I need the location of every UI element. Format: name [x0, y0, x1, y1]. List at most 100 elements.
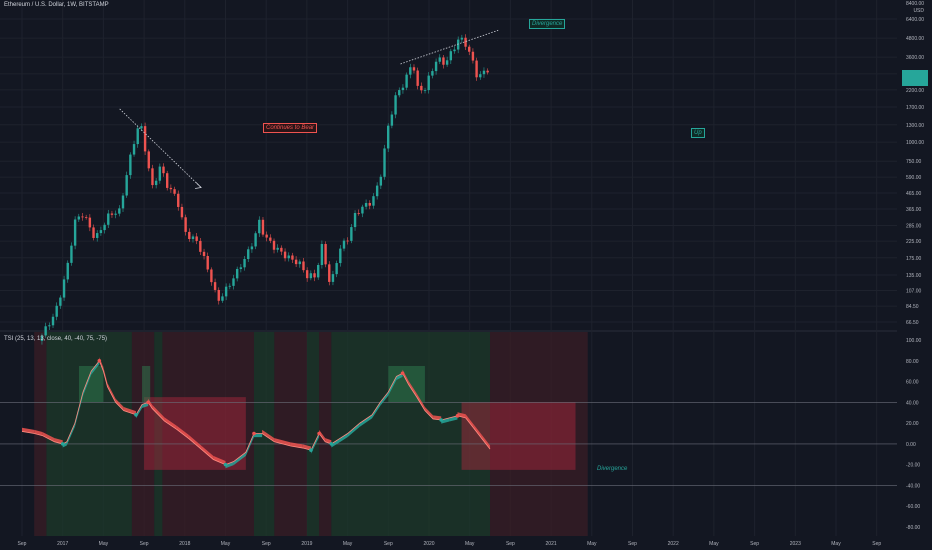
tsi-band-segment: [107, 383, 116, 403]
price-candle: [324, 244, 327, 265]
tsi-band-segment: [372, 402, 381, 419]
tsi-axis-tick: -60.00: [906, 504, 920, 510]
tsi-cross-dot: [455, 414, 460, 418]
price-candle: [162, 166, 165, 174]
tsi-axis-tick: 100.00: [906, 338, 922, 344]
time-axis-tick: Sep: [18, 541, 27, 547]
price-candle: [224, 286, 228, 297]
price-candle: [118, 208, 121, 214]
tsi-bear-box: [144, 397, 246, 470]
tsi-band-segment: [123, 407, 136, 415]
time-axis-tick: 2022: [668, 541, 679, 547]
tsi-line: [21, 359, 491, 466]
tsi-band-segment: [331, 438, 340, 448]
time-axis-tick: Sep: [872, 541, 881, 547]
price-candle: [40, 335, 44, 341]
time-axis-tick: May: [465, 541, 475, 547]
tsi-axis-tick: 40.00: [906, 400, 919, 406]
price-candle: [258, 219, 261, 234]
annotation-continues-to-bear: Continues to Bear: [263, 123, 318, 133]
price-candle: [143, 126, 147, 152]
price-candle: [434, 61, 438, 72]
price-candle: [48, 325, 51, 327]
price-candle: [221, 296, 224, 301]
tsi-cross-dot: [60, 442, 65, 446]
time-axis-tick: May: [221, 541, 231, 547]
price-candle: [151, 168, 154, 186]
tsi-band-segment: [176, 425, 189, 439]
tsi-band-segment: [142, 402, 149, 409]
price-candle: [398, 90, 401, 96]
price-candle: [453, 49, 456, 52]
price-candle: [445, 60, 449, 65]
tsi-zone-bear: [490, 332, 588, 536]
tsi-band-segment: [225, 461, 234, 469]
price-candle: [302, 261, 305, 271]
price-candle: [283, 251, 287, 259]
price-candle: [350, 227, 353, 241]
tsi-axis-tick: -40.00: [906, 483, 920, 489]
price-axis-tick: 66.50: [906, 320, 919, 326]
time-axis-tick: May: [587, 541, 597, 547]
price-candle: [169, 187, 173, 190]
price-candle: [77, 216, 80, 220]
price-candle: [298, 261, 301, 265]
price-candle: [357, 213, 360, 214]
price-candle: [107, 213, 110, 225]
price-candle: [59, 297, 62, 306]
tsi-axis-tick: -20.00: [906, 463, 920, 469]
price-axis-tick: 6400.00: [906, 17, 924, 23]
tsi-band-segment: [201, 445, 214, 460]
tsi-band-segment: [388, 376, 397, 396]
price-candle: [202, 251, 206, 257]
tsi-zone-bear: [274, 332, 307, 536]
price-axis-tick: 590.00: [906, 175, 922, 181]
tsi-bull-box: [388, 365, 425, 403]
tsi-band-segment: [115, 398, 124, 411]
tsi-band-segment: [347, 423, 360, 438]
price-axis-tick: 1300.00: [906, 123, 924, 129]
time-axis-tick: 2023: [790, 541, 801, 547]
price-candle: [331, 274, 335, 282]
price-candle: [412, 67, 416, 71]
price-candle: [409, 67, 412, 75]
price-trendline: [119, 108, 202, 188]
price-candle: [276, 247, 279, 250]
price-candle: [250, 246, 254, 250]
price-candle: [44, 326, 47, 336]
annotation-up: Up: [691, 128, 705, 138]
tsi-band-segment: [339, 433, 348, 443]
price-axis-tick: 135.00: [906, 273, 922, 279]
price-candle: [191, 236, 195, 240]
time-axis-tick: 2021: [546, 541, 557, 547]
tsi-band-segment: [274, 438, 291, 446]
tsi-band-segment: [54, 438, 63, 444]
tsi-band-segment: [91, 360, 100, 375]
price-candle: [265, 234, 268, 238]
tsi-zone-bear: [319, 332, 332, 536]
tsi-cross-dot: [317, 431, 321, 436]
price-candle: [55, 305, 58, 317]
price-candle: [486, 70, 489, 73]
price-candle: [313, 273, 316, 278]
tsi-band-segment: [416, 393, 425, 411]
price-candle: [339, 248, 342, 264]
tsi-band-segment: [473, 424, 482, 439]
last-price-tag: [902, 70, 928, 86]
price-trendline-arrow: [195, 182, 202, 189]
price-candle: [132, 144, 136, 155]
chart-title: Ethereum / U.S. Dollar, 1W, BITSTAMP: [4, 2, 109, 8]
price-candle: [438, 57, 441, 62]
price-candle: [66, 262, 69, 280]
price-candle: [147, 151, 150, 169]
tsi-band-segment: [152, 404, 165, 422]
price-axis-tick: 4800.00: [906, 36, 924, 42]
price-candle: [199, 240, 202, 252]
price-candle: [335, 263, 338, 275]
price-candle: [272, 240, 276, 250]
tsi-band-segment: [22, 427, 35, 434]
price-candle: [206, 256, 209, 270]
tsi-band-segment: [457, 412, 466, 418]
price-candle: [475, 60, 478, 78]
